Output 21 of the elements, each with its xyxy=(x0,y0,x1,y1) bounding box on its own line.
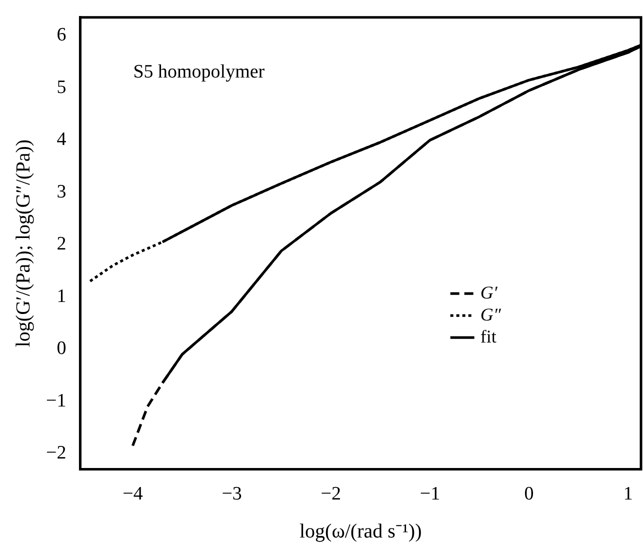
y-tick-label: −2 xyxy=(46,442,66,464)
y-tick-label: −1 xyxy=(46,390,66,412)
y-tick-label: 0 xyxy=(56,338,66,360)
y-tick-label: 4 xyxy=(56,129,67,150)
legend-label: G′ xyxy=(480,282,498,302)
y-tick-label: 5 xyxy=(56,76,66,98)
x-tick-label: 1 xyxy=(623,484,633,505)
y-axis-title: log(G′/(Pa)); log(G″/(Pa)) xyxy=(12,139,34,348)
legend-label: G″ xyxy=(480,304,502,324)
annotation: S5 homopolymer xyxy=(133,61,266,82)
x-axis-title: log(ω/(rad s⁻¹)) xyxy=(299,520,422,542)
x-tick-label: −2 xyxy=(320,484,341,505)
y-tick-label: 2 xyxy=(56,234,66,255)
y-tick-label: 3 xyxy=(56,181,66,202)
y-tick-label: 1 xyxy=(56,286,66,307)
x-tick-label: 0 xyxy=(524,484,534,505)
y-tick-label: 6 xyxy=(56,24,66,46)
x-tick-label: −3 xyxy=(222,484,242,505)
legend-label: fit xyxy=(480,326,496,346)
x-tick-label: −1 xyxy=(420,484,440,505)
x-tick-label: −4 xyxy=(122,484,144,505)
